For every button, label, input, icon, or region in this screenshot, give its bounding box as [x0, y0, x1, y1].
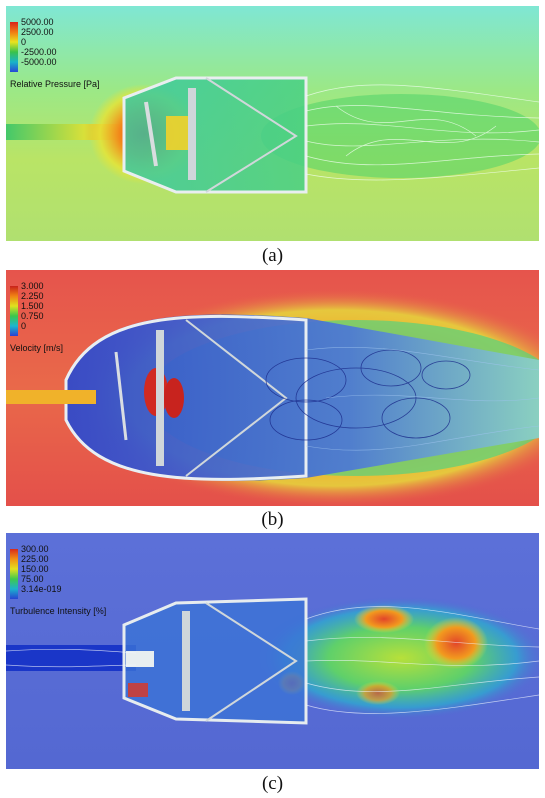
velocity-contour-image [6, 270, 539, 506]
legend-tick: 5000.00 [21, 17, 54, 27]
legend-tick: -5000.00 [21, 57, 57, 67]
legend-tick: 3.14e-019 [21, 584, 62, 594]
legend-tick: 1.500 [21, 301, 44, 311]
legend-tick: 150.00 [21, 564, 49, 574]
pressure-colorbar [10, 22, 18, 72]
caption-c: (c) [261, 773, 284, 794]
legend-tick: -2500.00 [21, 47, 57, 57]
legend-tick: 0 [21, 321, 27, 331]
legend-title: Relative Pressure [Pa] [10, 79, 100, 89]
legend-tick: 0.750 [21, 311, 44, 321]
turbulence-contour-panel: 300.00 225.00 150.00 75.00 3.14e-019 Tur… [6, 533, 539, 769]
turbulence-contour-image [6, 533, 539, 769]
pressure-contour-panel: 5000.00 2500.00 0 -2500.00 -5000.00 Rela… [6, 6, 539, 241]
caption-b: (b) [261, 509, 284, 530]
legend-title: Velocity [m/s] [10, 343, 64, 353]
legend-tick: 225.00 [21, 554, 49, 564]
turbulence-colorbar [10, 549, 18, 599]
legend-tick: 2.250 [21, 291, 44, 301]
legend-title: Turbulence Intensity [%] [10, 606, 107, 616]
legend-tick: 2500.00 [21, 27, 54, 37]
caption-a: (a) [261, 245, 284, 266]
velocity-colorbar [10, 286, 18, 336]
legend-tick: 3.000 [21, 281, 44, 291]
pressure-contour-image [6, 6, 539, 241]
legend-tick: 75.00 [21, 574, 44, 584]
legend-tick: 0 [21, 37, 27, 47]
velocity-contour-panel: 3.000 2.250 1.500 0.750 0 Velocity [m/s] [6, 270, 539, 506]
legend-tick: 300.00 [21, 544, 49, 554]
